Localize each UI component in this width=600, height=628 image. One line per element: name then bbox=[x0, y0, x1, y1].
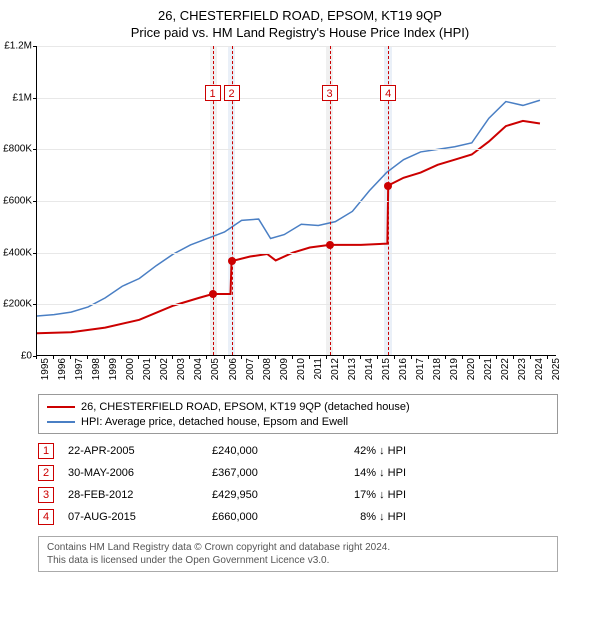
x-tick-label: 1998 bbox=[91, 358, 102, 380]
table-row: 3 28-FEB-2012 £429,950 17% ↓ HPI bbox=[38, 484, 558, 506]
y-tick-label: £600K bbox=[3, 196, 32, 207]
plot: 12 3 4 bbox=[36, 46, 556, 356]
row-number-box: 4 bbox=[38, 509, 54, 525]
sale-point bbox=[384, 182, 392, 190]
legend-row: 26, CHESTERFIELD ROAD, EPSOM, KT19 9QP (… bbox=[47, 399, 549, 414]
marker-box-3: 3 bbox=[322, 85, 338, 101]
x-tick-label: 2023 bbox=[517, 358, 528, 380]
x-tick-label: 2014 bbox=[364, 358, 375, 380]
x-tick-label: 2019 bbox=[449, 358, 460, 380]
footer-credit: Contains HM Land Registry data © Crown c… bbox=[38, 536, 558, 572]
y-tick-label: £800K bbox=[3, 144, 32, 155]
x-tick-label: 2010 bbox=[296, 358, 307, 380]
x-tick-label: 2024 bbox=[534, 358, 545, 380]
table-row: 4 07-AUG-2015 £660,000 8% ↓ HPI bbox=[38, 506, 558, 528]
y-tick-label: £1M bbox=[13, 92, 32, 103]
row-number-box: 1 bbox=[38, 443, 54, 459]
x-tick-label: 2022 bbox=[500, 358, 511, 380]
sale-date: 30-MAY-2006 bbox=[68, 467, 198, 479]
x-tick-label: 2008 bbox=[262, 358, 273, 380]
legend-row: HPI: Average price, detached house, Epso… bbox=[47, 414, 549, 429]
x-tick-label: 2015 bbox=[381, 358, 392, 380]
sale-vs-hpi: 8% ↓ HPI bbox=[326, 511, 406, 523]
page-subtitle: Price paid vs. HM Land Registry's House … bbox=[0, 25, 600, 40]
x-tick-label: 2001 bbox=[142, 358, 153, 380]
x-tick-label: 2013 bbox=[347, 358, 358, 380]
series-hpi bbox=[37, 100, 540, 316]
x-tick-label: 2020 bbox=[466, 358, 477, 380]
x-tick-label: 2016 bbox=[398, 358, 409, 380]
legend-swatch bbox=[47, 406, 75, 408]
x-tick-label: 1995 bbox=[40, 358, 51, 380]
x-tick-label: 2007 bbox=[245, 358, 256, 380]
x-tick-label: 2006 bbox=[228, 358, 239, 380]
sale-vs-hpi: 17% ↓ HPI bbox=[326, 489, 406, 501]
sale-price: £367,000 bbox=[212, 467, 312, 479]
sale-point bbox=[326, 241, 334, 249]
legend: 26, CHESTERFIELD ROAD, EPSOM, KT19 9QP (… bbox=[38, 394, 558, 434]
x-tick-label: 2025 bbox=[551, 358, 562, 380]
x-tick-label: 2000 bbox=[125, 358, 136, 380]
x-tick-label: 2021 bbox=[483, 358, 494, 380]
table-row: 1 22-APR-2005 £240,000 42% ↓ HPI bbox=[38, 440, 558, 462]
marker-box-1: 1 bbox=[205, 85, 221, 101]
sale-point bbox=[209, 290, 217, 298]
sale-table: 1 22-APR-2005 £240,000 42% ↓ HPI 2 30-MAY-200… bbox=[38, 440, 558, 528]
x-tick-label: 2012 bbox=[330, 358, 341, 380]
y-tick-label: £400K bbox=[3, 247, 32, 258]
chart-area: £0£200K£400K£600K£800K£1M£1.2M 1234 1995… bbox=[36, 46, 596, 386]
legend-label: 26, CHESTERFIELD ROAD, EPSOM, KT19 9QP (… bbox=[81, 401, 410, 413]
x-tick-label: 1999 bbox=[108, 358, 119, 380]
y-tick-label: £1.2M bbox=[4, 41, 32, 52]
series-price_paid bbox=[37, 121, 540, 333]
page-title: 26, CHESTERFIELD ROAD, EPSOM, KT19 9QP bbox=[0, 8, 600, 23]
row-number-box: 3 bbox=[38, 487, 54, 503]
y-tick-label: £0 bbox=[21, 351, 32, 362]
sale-point bbox=[228, 257, 236, 265]
legend-label: HPI: Average price, detached house, Epso… bbox=[81, 416, 348, 428]
x-tick-label: 2004 bbox=[193, 358, 204, 380]
sale-price: £240,000 bbox=[212, 445, 312, 457]
y-axis: £0£200K£400K£600K£800K£1M£1.2M bbox=[0, 46, 36, 356]
footer-line-2: This data is licensed under the Open Gov… bbox=[47, 554, 549, 567]
sale-date: 28-FEB-2012 bbox=[68, 489, 198, 501]
x-tick-label: 2011 bbox=[313, 358, 324, 380]
x-axis: 1995 1996 1997 1998 1999 2000 2001 2002 2003 2004… bbox=[36, 356, 556, 386]
marker-box-2: 2 bbox=[224, 85, 240, 101]
y-tick-label: £200K bbox=[3, 299, 32, 310]
x-tick-label: 1996 bbox=[57, 358, 68, 380]
row-number-box: 2 bbox=[38, 465, 54, 481]
x-tick-label: 2018 bbox=[432, 358, 443, 380]
table-row: 2 30-MAY-2006 £367,000 14% ↓ HPI bbox=[38, 462, 558, 484]
x-tick-label: 1997 bbox=[74, 358, 85, 380]
x-tick-label: 2017 bbox=[415, 358, 426, 380]
x-tick-label: 2005 bbox=[210, 358, 221, 380]
sale-vs-hpi: 42% ↓ HPI bbox=[326, 445, 406, 457]
sale-date: 22-APR-2005 bbox=[68, 445, 198, 457]
sale-price: £660,000 bbox=[212, 511, 312, 523]
legend-swatch bbox=[47, 421, 75, 423]
sale-price: £429,950 bbox=[212, 489, 312, 501]
x-tick-label: 2002 bbox=[159, 358, 170, 380]
x-tick-label: 2009 bbox=[279, 358, 290, 380]
marker-box-4: 4 bbox=[380, 85, 396, 101]
x-tick-label: 2003 bbox=[176, 358, 187, 380]
footer-line-1: Contains HM Land Registry data © Crown c… bbox=[47, 541, 549, 554]
sale-date: 07-AUG-2015 bbox=[68, 511, 198, 523]
sale-vs-hpi: 14% ↓ HPI bbox=[326, 467, 406, 479]
